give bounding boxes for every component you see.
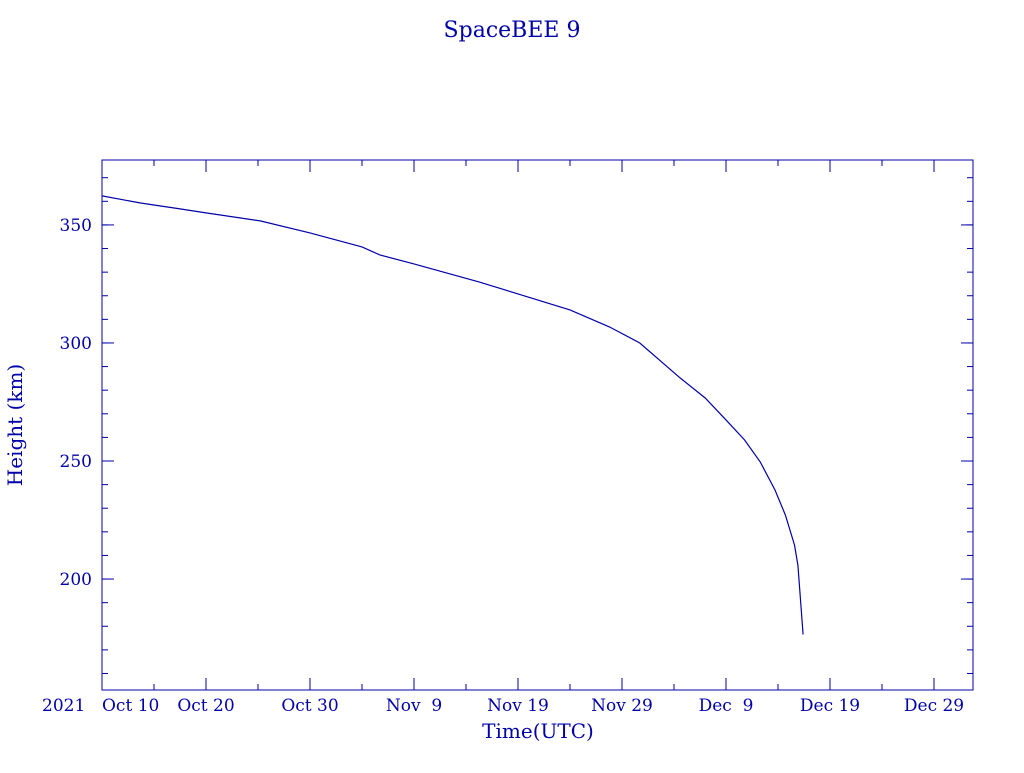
y-tick-label: 300 xyxy=(60,334,92,354)
x-tick-label: Oct 10 xyxy=(102,696,159,716)
x-tick-label: Oct 30 xyxy=(281,696,338,716)
x-tick-label: Nov 29 xyxy=(591,696,653,716)
x-tick-label: Dec 19 xyxy=(800,696,860,716)
y-tick-label: 200 xyxy=(60,570,92,590)
x-tick-label: Dec 29 xyxy=(904,696,964,716)
x-tick-label: Dec 9 xyxy=(699,696,754,716)
year-label: 2021 xyxy=(42,696,85,716)
height-line xyxy=(101,195,804,635)
x-axis-label: Time(UTC) xyxy=(482,719,594,743)
tick-labels: Oct 10 Oct 20 Oct 30 Nov 9 Nov 19 Nov 29 Dec 9… xyxy=(60,216,965,716)
x-tick-label: Oct 20 xyxy=(177,696,234,716)
series-group xyxy=(101,195,804,635)
y-tick-label: 350 xyxy=(60,216,92,236)
x-tick-label: Nov 9 xyxy=(386,696,442,716)
axis-ticks xyxy=(101,160,973,690)
plot-frame xyxy=(101,159,974,691)
chart-title: SpaceBEE 9 xyxy=(444,18,581,43)
y-tick-label: 250 xyxy=(60,452,92,472)
x-tick-label: Nov 19 xyxy=(487,696,549,716)
y-axis-label: Height (km) xyxy=(3,364,27,486)
